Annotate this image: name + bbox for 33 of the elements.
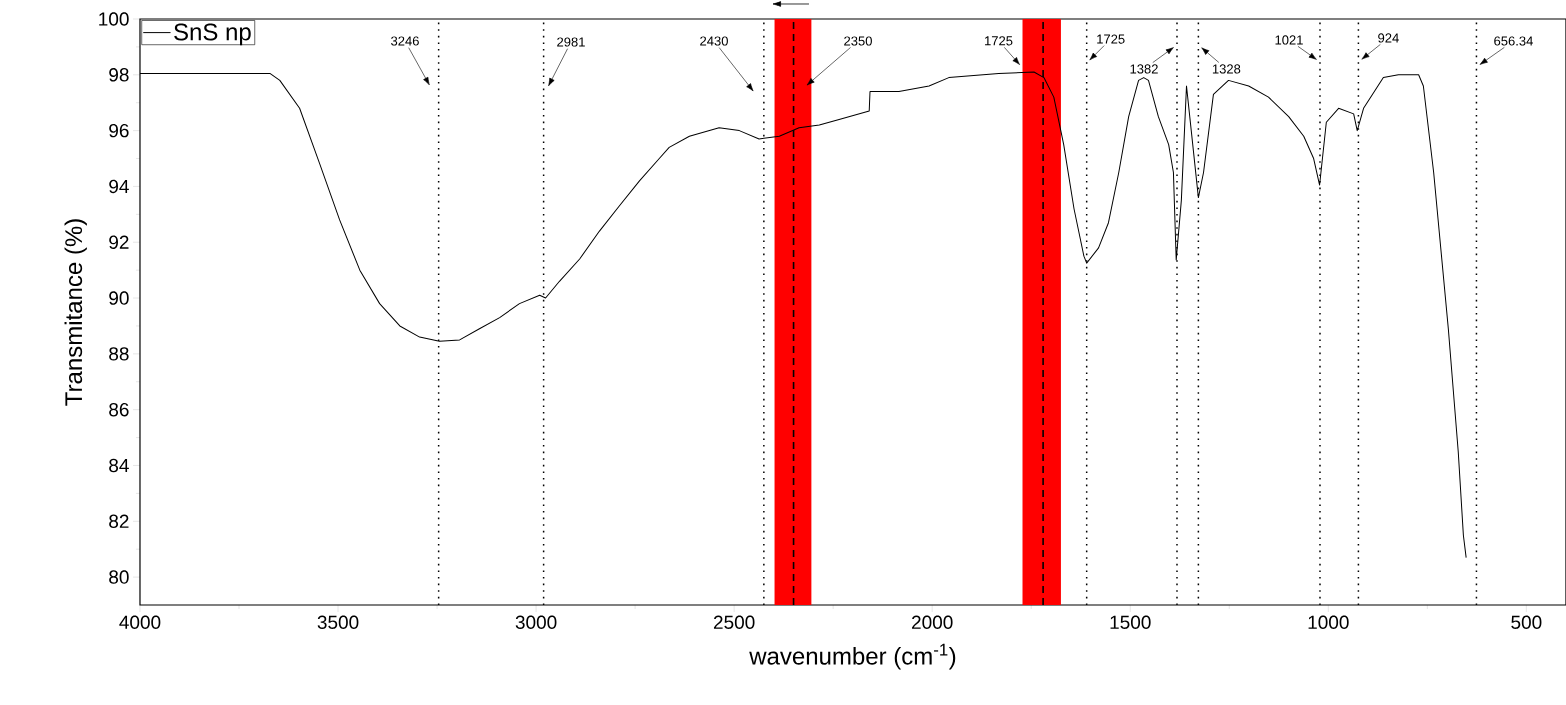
y-tick-label: 88	[109, 347, 129, 361]
y-axis-title: Transmitance (%)	[64, 219, 87, 406]
y-tick-label: 94	[109, 179, 129, 194]
x-tick-label: 4000	[119, 615, 161, 629]
annotation: 1382	[1130, 64, 1158, 74]
annotation: 2430	[700, 36, 728, 46]
x-tick-label: 2500	[713, 615, 755, 629]
y-tick-label: 84	[109, 458, 129, 473]
y-tick-label: 96	[109, 123, 129, 138]
x-tick-label: 1500	[1110, 615, 1151, 629]
annotation: 3246	[391, 36, 419, 46]
annotation: 656.34	[1494, 36, 1533, 46]
y-tick-label: 90	[109, 291, 129, 305]
annotation: 2350	[844, 36, 872, 46]
annotation: 1328	[1212, 64, 1241, 74]
x-tick-label: 3500	[317, 615, 359, 629]
y-tick-label: 82	[109, 514, 129, 529]
annotation: 1725	[1097, 34, 1125, 44]
legend-label: SnS np	[174, 23, 251, 46]
annotation: 1725	[985, 36, 1013, 46]
y-tick-label: 80	[109, 570, 129, 584]
annotation: 2981	[557, 37, 585, 47]
annotation: 1021	[1275, 35, 1303, 45]
y-tick-label: 92	[109, 235, 129, 249]
y-tick-label: 86	[109, 402, 129, 417]
x-tick-label: 2000	[912, 615, 953, 629]
x-tick-label: 500	[1511, 615, 1542, 629]
y-tick-label: 98	[109, 68, 129, 82]
y-tick-label: 100	[99, 12, 129, 26]
annotation: 924	[1378, 33, 1399, 43]
x-tick-label: 1000	[1308, 615, 1349, 629]
x-tick-label: 3000	[515, 615, 557, 629]
x-axis-title: wavenumber (cm$^{-1}$)	[749, 643, 956, 670]
